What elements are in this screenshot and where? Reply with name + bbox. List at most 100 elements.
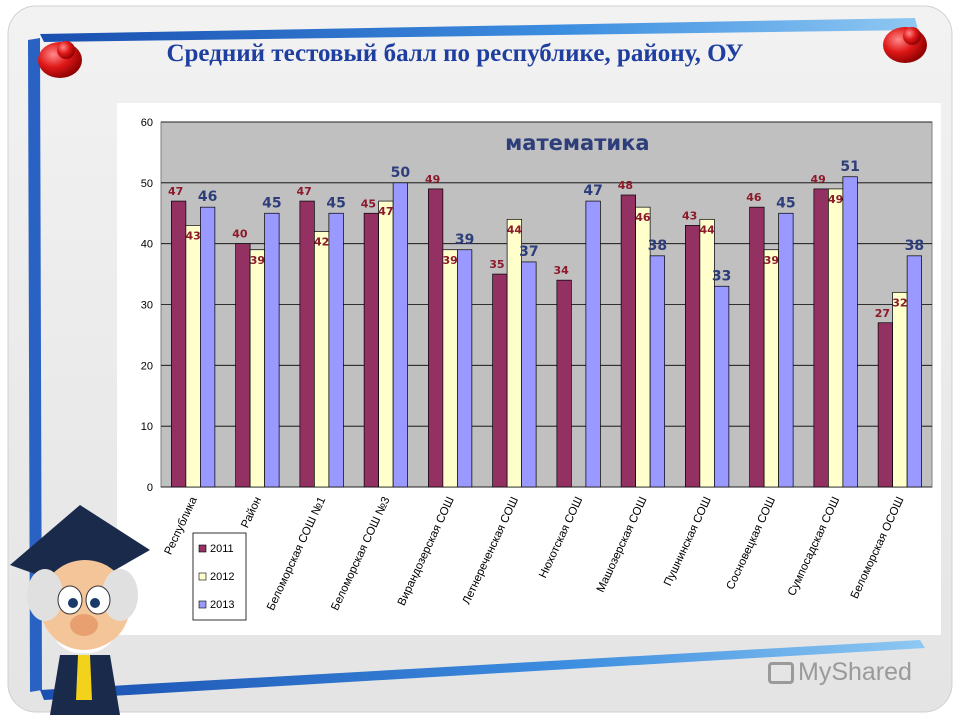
bar-2012 xyxy=(442,249,458,488)
data-label: 39 xyxy=(764,254,779,267)
bar-2011 xyxy=(749,206,765,488)
bar-2013 xyxy=(778,212,794,488)
y-tick-label: 10 xyxy=(141,421,153,433)
watermark: MyShared xyxy=(768,658,912,687)
bar-2013 xyxy=(200,206,216,488)
bar-2011 xyxy=(556,279,572,488)
data-label: 49 xyxy=(425,173,440,186)
data-label: 47 xyxy=(296,185,311,198)
data-label: 40 xyxy=(232,228,248,241)
bar-2011 xyxy=(171,200,187,488)
data-label: 39 xyxy=(250,254,265,267)
data-label: 27 xyxy=(875,307,890,320)
bar-2013 xyxy=(521,261,537,488)
y-tick-label: 0 xyxy=(147,482,153,494)
bar-2011 xyxy=(299,200,315,488)
data-label: 49 xyxy=(828,193,843,206)
bar-2012 xyxy=(828,188,844,488)
pushpin-right-icon xyxy=(883,27,927,63)
x-category-label: Беломорская ОСОШ xyxy=(849,495,907,601)
bar-2012 xyxy=(314,231,330,488)
y-tick-label: 60 xyxy=(141,117,153,129)
data-label: 47 xyxy=(378,205,393,218)
bar-2011 xyxy=(363,212,379,488)
data-label: 43 xyxy=(682,209,697,222)
data-label: 38 xyxy=(648,238,667,254)
bar-2012 xyxy=(378,200,394,488)
x-category-label: Сумпосадская СОШ xyxy=(786,495,842,598)
bar-2012 xyxy=(892,291,908,488)
data-label: 43 xyxy=(185,229,200,242)
data-label: 39 xyxy=(455,232,474,248)
pushpin-left-icon xyxy=(38,41,82,78)
data-label: 39 xyxy=(442,254,457,267)
x-category-label: Пушнинская СОШ xyxy=(662,495,714,588)
data-label: 45 xyxy=(262,195,281,211)
chart-title: математика xyxy=(505,131,649,155)
data-label: 44 xyxy=(507,223,523,236)
legend-entry: 2011 xyxy=(210,543,234,555)
bar-2013 xyxy=(842,176,858,488)
bottom-band xyxy=(40,640,925,700)
data-label: 50 xyxy=(391,165,411,181)
legend-entry: 2012 xyxy=(210,571,234,583)
x-category-label: Район xyxy=(239,495,264,530)
bar-2012 xyxy=(699,218,715,488)
y-tick-label: 50 xyxy=(141,178,153,190)
y-tick-label: 40 xyxy=(141,239,153,251)
bar-2012 xyxy=(763,249,779,488)
y-tick-label: 20 xyxy=(141,360,153,372)
bar-2011 xyxy=(813,188,829,488)
bar-2013 xyxy=(585,200,601,488)
data-label: 47 xyxy=(168,185,183,198)
data-label: 48 xyxy=(618,179,633,192)
bar-2012 xyxy=(249,249,265,488)
data-label: 45 xyxy=(776,195,795,211)
bar-2013 xyxy=(457,249,473,488)
x-category-label: Нюхотская СОШ xyxy=(537,495,585,580)
data-label: 42 xyxy=(314,236,329,249)
bar-2013 xyxy=(392,182,408,488)
x-category-label: Летнереченская СОШ xyxy=(461,495,521,606)
data-label: 47 xyxy=(583,183,602,199)
bar-2011 xyxy=(877,322,893,488)
legend-swatch xyxy=(198,600,207,609)
professor-mascot-icon xyxy=(10,505,150,715)
data-label: 45 xyxy=(361,197,376,210)
top-band xyxy=(40,18,918,42)
left-band xyxy=(28,38,42,692)
data-label: 51 xyxy=(840,159,859,175)
bar-2013 xyxy=(714,285,730,488)
bar-2011 xyxy=(428,188,444,488)
watermark-logo-icon xyxy=(768,662,794,684)
bar-2012 xyxy=(185,225,201,488)
bar-2011 xyxy=(492,273,508,488)
chart-panel: 0 10 20 30 40 50 60 математика 47 43 46 Республика 4… xyxy=(117,103,941,635)
legend-entry: 2013 xyxy=(210,599,234,611)
data-label: 34 xyxy=(553,264,569,277)
x-category-label: Беломорская СОШ №1 xyxy=(265,495,328,612)
bar-chart: 0102030405060математика474346Республика4… xyxy=(141,117,933,621)
bar-2013 xyxy=(264,212,280,488)
x-category-label: Машозерская СОШ xyxy=(595,495,650,594)
x-category-label: Беломорская СОШ №3 xyxy=(329,495,392,612)
data-label: 38 xyxy=(905,238,924,254)
data-label: 33 xyxy=(712,268,731,284)
data-label: 49 xyxy=(810,173,825,186)
data-label: 45 xyxy=(326,195,345,211)
x-category-label: Вирандозерская СОШ xyxy=(396,495,457,608)
bar-2013 xyxy=(649,255,665,488)
bar-2011 xyxy=(685,225,701,488)
bar-2013 xyxy=(906,255,922,488)
bar-2011 xyxy=(620,194,636,488)
data-label: 37 xyxy=(519,244,538,260)
data-label: 46 xyxy=(746,191,762,204)
data-label: 32 xyxy=(892,296,907,309)
legend-swatch xyxy=(198,544,207,553)
bar-2013 xyxy=(328,212,344,488)
legend-swatch xyxy=(198,572,207,581)
data-label: 46 xyxy=(198,189,217,205)
data-label: 46 xyxy=(635,211,651,224)
bar-2011 xyxy=(235,243,251,488)
data-label: 44 xyxy=(699,223,715,236)
